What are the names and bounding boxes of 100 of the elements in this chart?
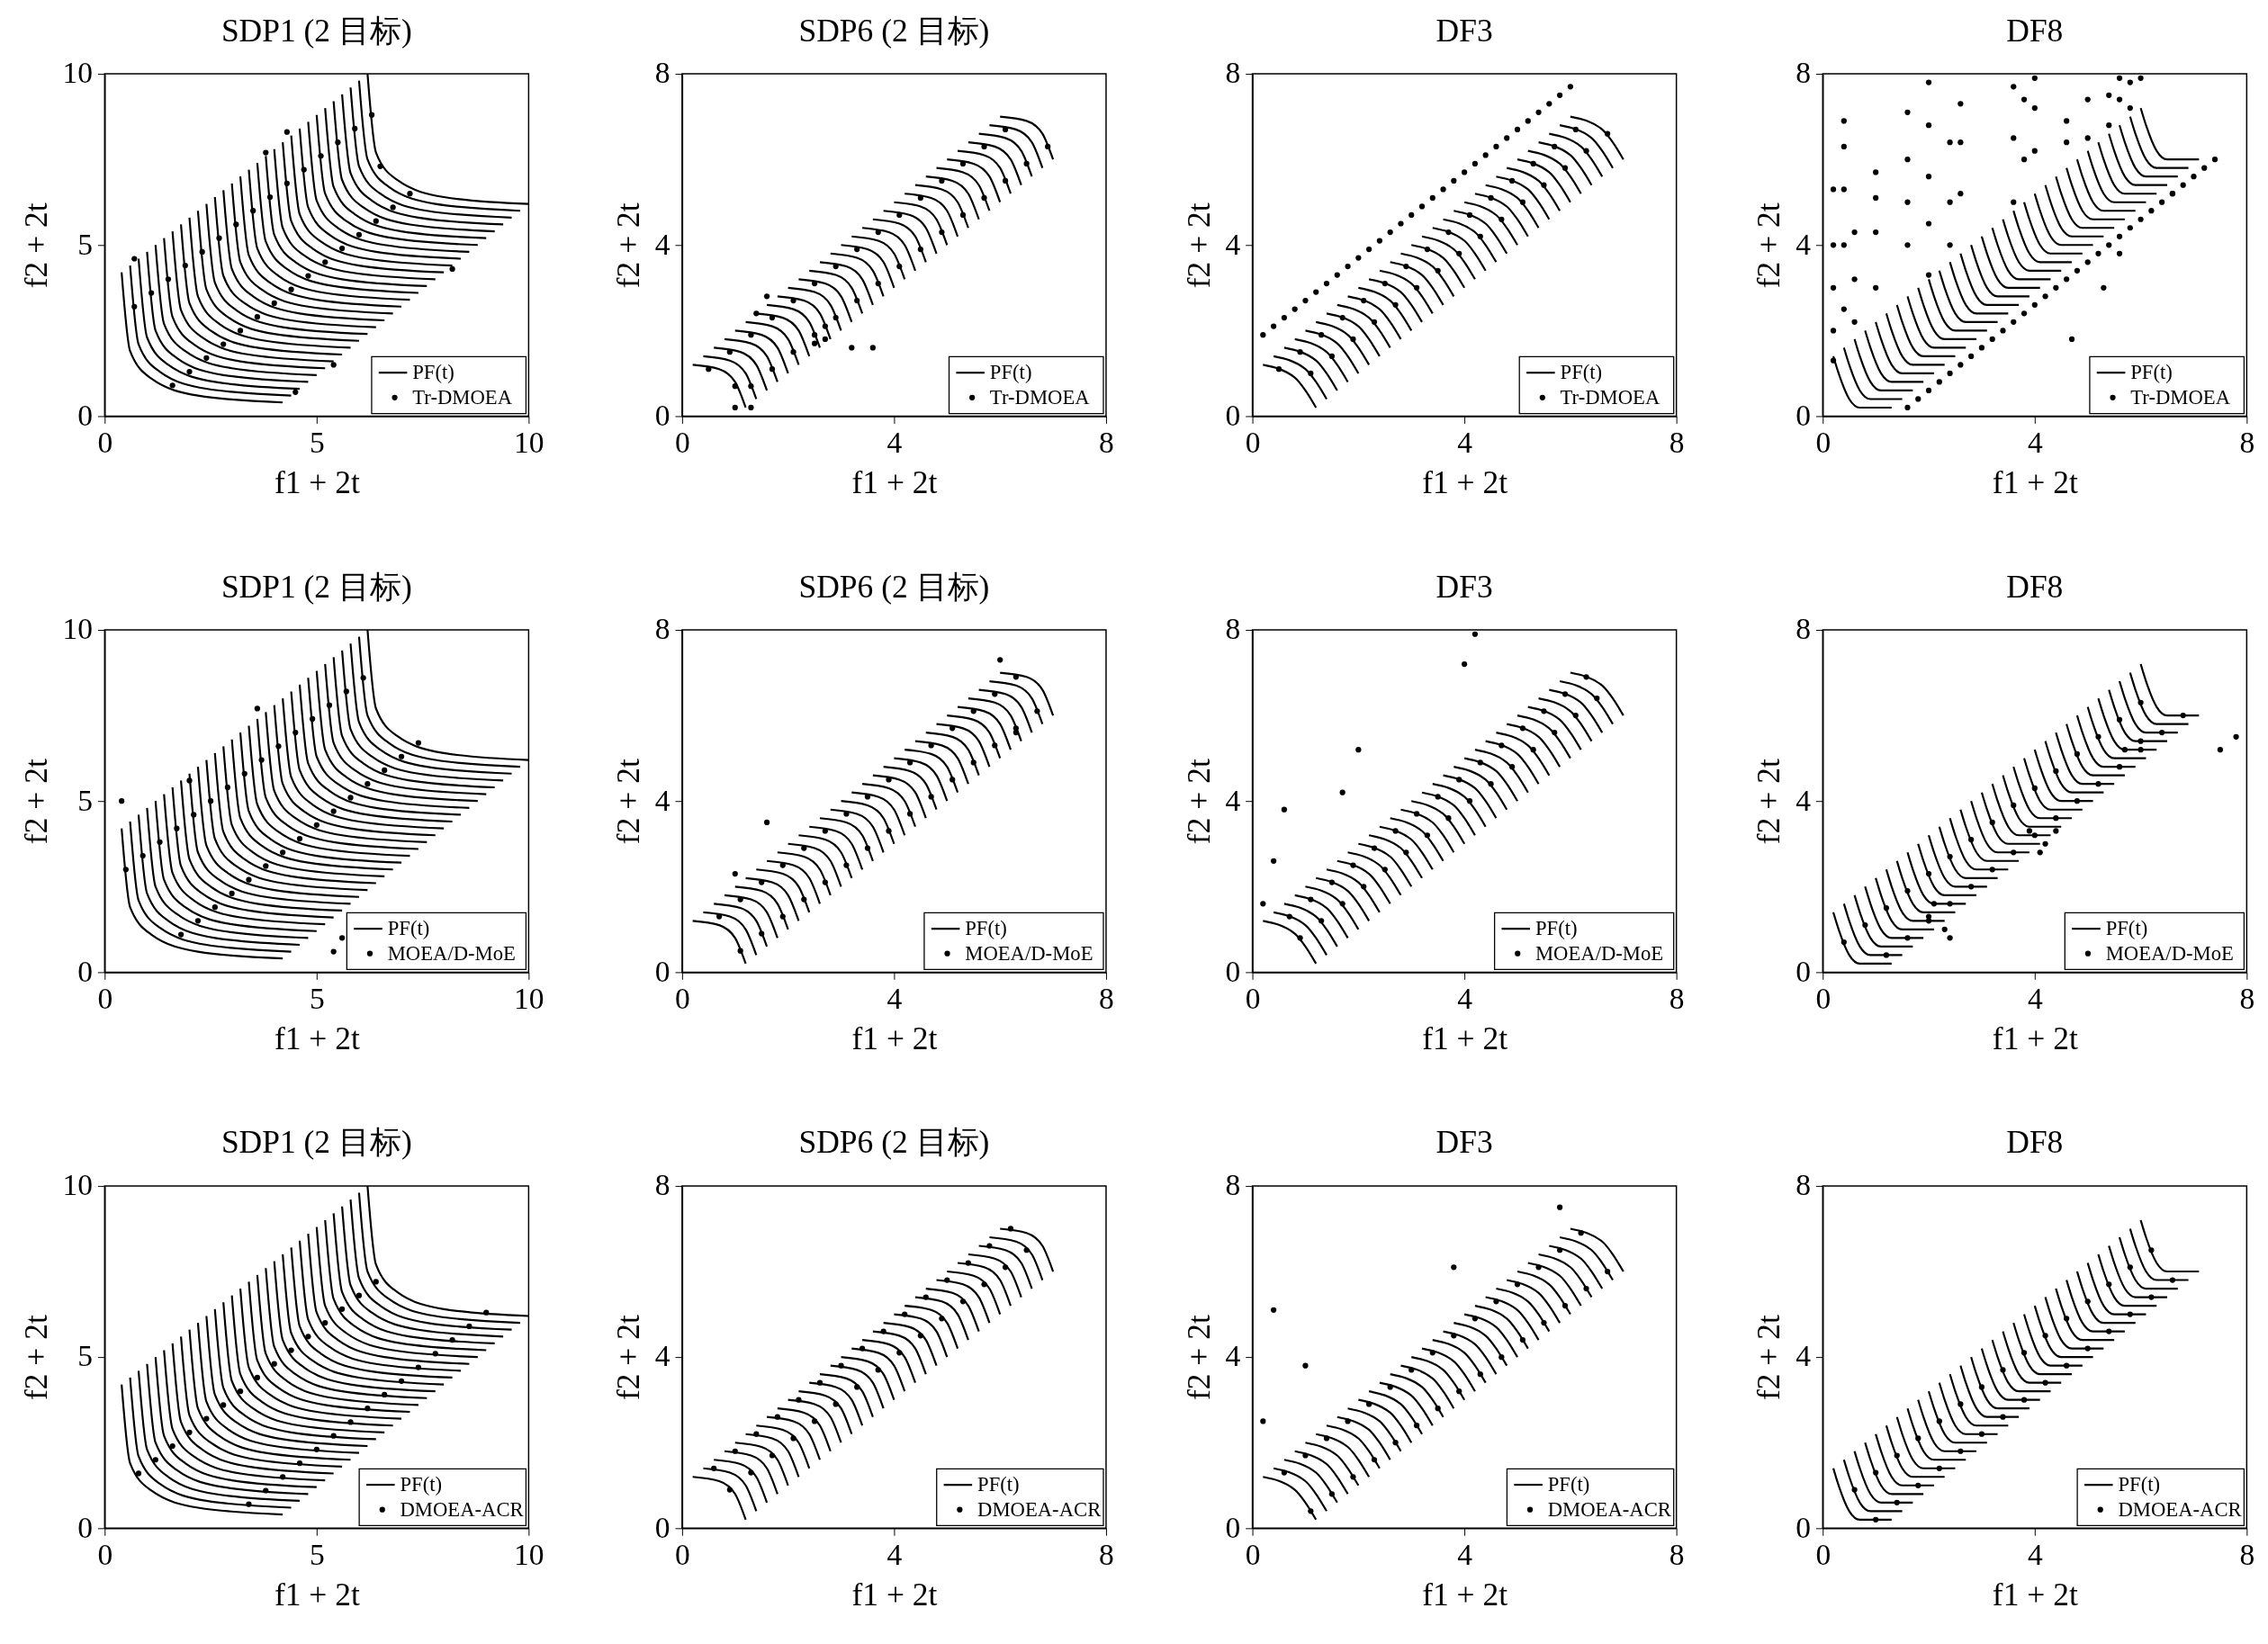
point	[1271, 1307, 1277, 1313]
chart-title: SDP6 (2 目标)	[798, 1124, 990, 1161]
x-tick-label: 10	[514, 426, 544, 460]
point	[2233, 733, 2239, 740]
y-tick-label: 4	[1225, 783, 1241, 817]
y-axis-title: f2 + 2t	[1750, 759, 1787, 845]
y-tick-label: 5	[77, 227, 93, 261]
y-axis-title: f2 + 2t	[1180, 1315, 1217, 1401]
x-tick-label: 4	[886, 426, 903, 460]
y-axis-title: f2 + 2t	[1750, 202, 1787, 289]
point	[1514, 126, 1521, 132]
y-tick-label: 4	[654, 1339, 670, 1373]
y-tick-label: 0	[1225, 398, 1241, 432]
point	[1461, 660, 1468, 668]
point	[1941, 926, 1948, 932]
y-axis-title: f2 + 2t	[17, 202, 54, 289]
point	[1535, 109, 1542, 115]
y-tick-label: 4	[1225, 227, 1241, 261]
x-tick-label: 8	[2239, 982, 2255, 1016]
y-tick-label: 8	[654, 612, 670, 646]
y-tick-label: 4	[654, 227, 670, 261]
point	[1271, 323, 1277, 329]
point	[1451, 177, 1457, 184]
point	[284, 129, 290, 135]
y-tick-label: 4	[654, 783, 670, 817]
chart-title: DF3	[1436, 1124, 1493, 1161]
chart-title: DF3	[1436, 568, 1493, 605]
y-axis-title: f2 + 2t	[610, 759, 647, 845]
point	[119, 798, 125, 804]
legend-label: PF(t)	[1534, 917, 1578, 940]
point	[1398, 220, 1404, 227]
y-tick-label: 4	[1796, 783, 1812, 817]
point	[1007, 1226, 1014, 1232]
y-tick-label: 0	[1796, 398, 1811, 432]
legend-label: PF(t)	[989, 361, 1032, 384]
point	[2042, 840, 2048, 847]
x-tick-label: 4	[2027, 982, 2043, 1016]
x-tick-label: 8	[1669, 982, 1685, 1016]
point	[1429, 194, 1436, 202]
point	[1323, 280, 1330, 287]
point	[1281, 315, 1288, 321]
x-tick-label: 4	[2027, 426, 2043, 460]
y-axis-title: f2 + 2t	[1180, 202, 1217, 289]
point	[1482, 152, 1489, 158]
x-tick-label: 8	[1099, 982, 1114, 1016]
point	[1334, 272, 1340, 278]
x-axis-title: f1 + 2t	[1992, 1576, 2078, 1613]
y-tick-label: 0	[77, 1510, 93, 1544]
point	[131, 256, 138, 262]
x-tick-label: 4	[2027, 1538, 2043, 1572]
chart-title: SDP6 (2 目标)	[798, 12, 990, 49]
y-tick-label: 0	[654, 398, 670, 432]
point	[1302, 1362, 1309, 1369]
point	[254, 705, 260, 712]
legend-label: PF(t)	[977, 1472, 1020, 1496]
point	[1418, 203, 1426, 210]
point	[1567, 84, 1573, 90]
y-tick-label: 0	[1225, 954, 1241, 988]
point	[330, 948, 337, 955]
point	[263, 149, 269, 156]
y-tick-label: 0	[77, 398, 93, 432]
y-tick-label: 4	[1796, 227, 1812, 261]
y-tick-label: 10	[62, 56, 93, 90]
point	[1260, 332, 1266, 338]
legend-label: PF(t)	[2105, 917, 2148, 940]
point	[1355, 255, 1362, 261]
y-tick-label: 4	[1225, 1339, 1241, 1373]
point	[997, 657, 1004, 663]
legend-label: DMOEA-ACR	[400, 1497, 525, 1521]
point	[1292, 306, 1298, 312]
point	[748, 404, 754, 411]
point	[2053, 828, 2059, 834]
x-tick-label: 5	[309, 982, 325, 1016]
point	[1345, 263, 1351, 270]
point	[763, 293, 770, 300]
x-tick-label: 5	[309, 1538, 325, 1572]
y-tick-label: 10	[62, 1168, 93, 1202]
legend-label: PF(t)	[2118, 1472, 2161, 1496]
point	[1504, 135, 1510, 141]
y-axis-title: f2 + 2t	[610, 202, 647, 289]
y-tick-label: 10	[62, 612, 93, 646]
y-axis-title: f2 + 2t	[1180, 759, 1217, 845]
point	[1472, 631, 1478, 637]
x-tick-label: 10	[514, 982, 544, 1016]
point	[1355, 747, 1362, 753]
chart-title: SDP6 (2 目标)	[798, 568, 990, 605]
point	[1387, 229, 1393, 236]
point	[1313, 289, 1319, 295]
x-tick-label: 8	[1669, 1538, 1685, 1572]
point	[1578, 1230, 1584, 1236]
x-axis-title: f1 + 2t	[274, 1576, 360, 1613]
x-tick-label: 8	[1669, 426, 1685, 460]
point	[1376, 238, 1383, 244]
point	[869, 345, 876, 351]
point	[1947, 935, 1953, 941]
point	[292, 389, 299, 395]
y-axis-title: f2 + 2t	[17, 1315, 54, 1401]
x-axis-title: f1 + 2t	[1992, 1020, 2078, 1056]
x-tick-label: 4	[1457, 1538, 1473, 1572]
x-tick-label: 8	[1099, 1538, 1114, 1572]
